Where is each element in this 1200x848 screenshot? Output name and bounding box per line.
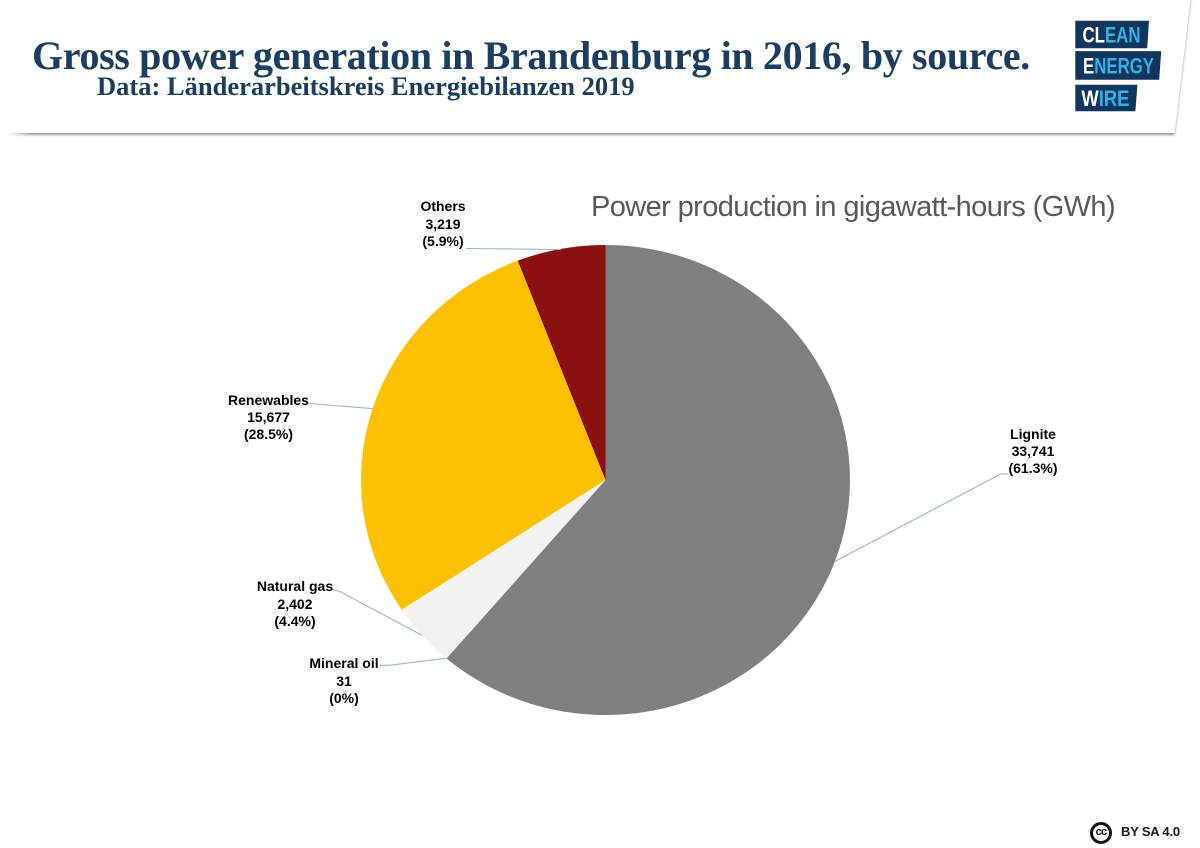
svg-text:ENERGY: ENERGY [1083,53,1154,78]
svg-text:CLEAN: CLEAN [1083,23,1141,48]
svg-text:WIRE: WIRE [1081,86,1129,111]
